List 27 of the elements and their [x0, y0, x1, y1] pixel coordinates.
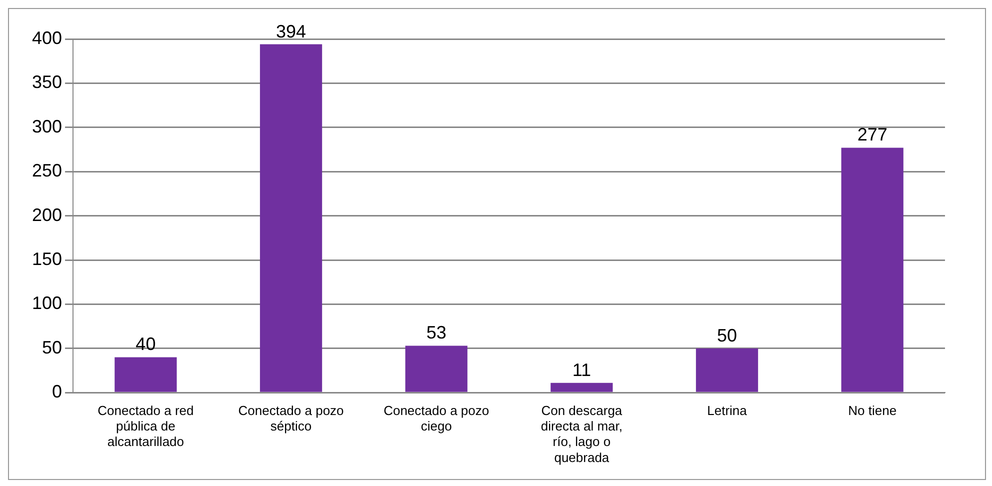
- y-tick-label: 50: [42, 337, 62, 358]
- data-label: 40: [136, 334, 156, 354]
- y-tick-label: 250: [32, 160, 62, 181]
- x-tick-label: Conectado a red pública de alcantarillado: [98, 402, 194, 450]
- bar: [696, 348, 758, 392]
- y-tick-label: 100: [32, 293, 62, 314]
- y-tick-label: 350: [32, 72, 62, 92]
- data-label: 394: [276, 21, 306, 42]
- y-tick-label: 300: [32, 116, 62, 136]
- data-label: 277: [857, 124, 888, 145]
- x-tick-label: No tiene: [848, 402, 897, 418]
- x-tick-label: Conectado a pozo séptico: [238, 402, 344, 434]
- y-tick-label: 150: [32, 248, 62, 269]
- bar: [114, 357, 177, 392]
- y-tick-label: 200: [32, 204, 62, 225]
- data-label: 11: [572, 360, 592, 380]
- bar: [260, 44, 322, 392]
- y-tick-label: 400: [32, 28, 62, 48]
- x-tick-label: Letrina: [707, 402, 748, 418]
- data-label: 50: [716, 325, 738, 346]
- data-label: 53: [426, 322, 446, 343]
- bar: [841, 148, 904, 392]
- y-tick-label: 0: [52, 382, 62, 402]
- bar: [550, 382, 613, 392]
- x-tick-label: Con descarga directa al mar, río, lago o quebrada: [540, 402, 623, 465]
- x-tick-label: Conectado a pozo ciego: [384, 402, 490, 434]
- bar: [405, 346, 468, 392]
